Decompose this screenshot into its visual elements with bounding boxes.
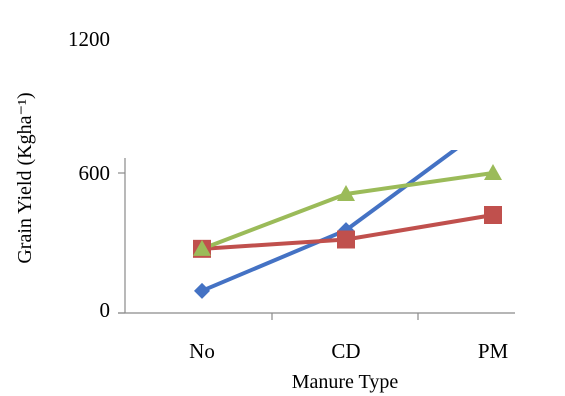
x-tick-label-cd: CD [331, 339, 360, 363]
series-1-diamond-marker-3 [485, 114, 501, 130]
y-axis-title: Grain Yield (Kgha⁻¹) [14, 92, 36, 263]
x-tick-label-no: No [189, 339, 215, 363]
y-tick-label-1200: 1200 [68, 27, 110, 51]
series-1-line [201, 150, 458, 293]
series-2-square-marker-2 [337, 230, 355, 249]
series-1-diamond-marker-1 [194, 282, 210, 299]
x-axis-title: Manure Type [292, 371, 399, 393]
y-tick-label-0: 0 [100, 298, 111, 322]
y-tick-label-600: 600 [79, 161, 111, 185]
series-3-triangle-marker-2 [337, 185, 355, 201]
series-2-square-marker-3 [484, 206, 502, 224]
x-tick-label-pm: PM [478, 339, 509, 363]
series-3-triangle-marker-1 [193, 239, 211, 256]
series-3-triangle-marker-3 [484, 164, 502, 180]
plot-area [193, 114, 502, 299]
